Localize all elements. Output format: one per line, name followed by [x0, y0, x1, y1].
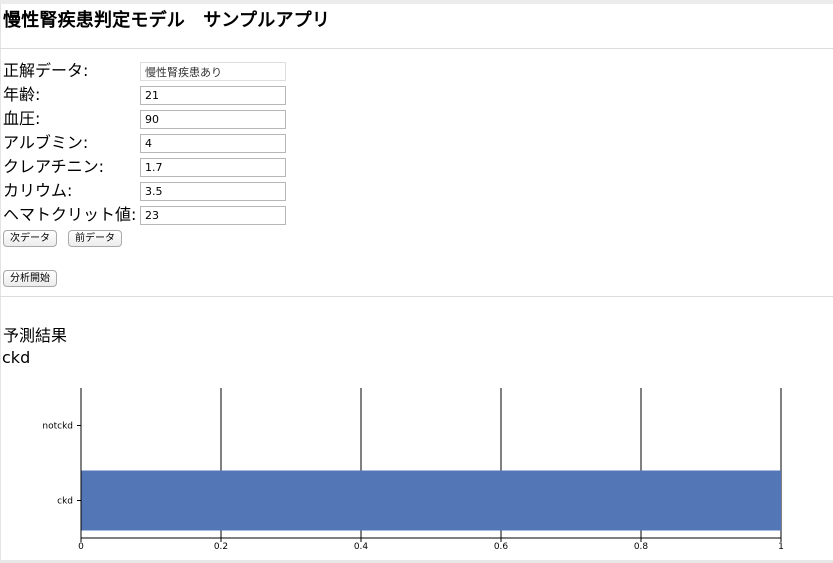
albumin-input[interactable] — [140, 134, 286, 153]
creatinine-input[interactable] — [140, 158, 286, 177]
label-age: 年齢: — [3, 85, 41, 104]
x-tick-label-1: 1 — [778, 542, 784, 552]
x-tick-label-0.4: 0.4 — [354, 542, 369, 552]
x-tick-label-0.2: 0.2 — [214, 542, 228, 552]
prediction-bar-chart: notckd ckd 0 0.2 0.4 0.6 0.8 1 — [42, 388, 784, 552]
x-tick-label-0: 0 — [78, 542, 84, 552]
prev-data-button[interactable]: 前データ — [68, 230, 122, 247]
bar-ckd — [81, 470, 781, 531]
analyze-button[interactable]: 分析開始 — [3, 270, 57, 287]
label-albumin: アルブミン: — [3, 133, 89, 152]
age-input[interactable] — [140, 86, 286, 105]
label-correct-data: 正解データ: — [3, 61, 89, 80]
label-blood-pressure: 血圧: — [3, 109, 41, 128]
x-tick-label-0.8: 0.8 — [634, 542, 649, 552]
window-bottom-strip — [0, 560, 833, 563]
chart-bars — [81, 470, 781, 531]
result-value: ckd — [2, 348, 31, 367]
page-left-border — [0, 4, 1, 563]
hematocrit-input[interactable] — [140, 206, 286, 225]
y-tick-label-notckd: notckd — [42, 422, 73, 432]
next-data-button[interactable]: 次データ — [3, 230, 57, 247]
x-tick-label-0.6: 0.6 — [494, 542, 509, 552]
label-potassium: カリウム: — [3, 181, 73, 200]
window-top-strip — [0, 0, 833, 4]
divider-top — [0, 48, 833, 49]
blood-pressure-input[interactable] — [140, 110, 286, 129]
label-hematocrit: ヘマトクリット値: — [3, 205, 137, 224]
chart-y-axis: notckd ckd — [42, 388, 82, 538]
y-tick-label-ckd: ckd — [57, 497, 73, 507]
potassium-input[interactable] — [140, 182, 286, 201]
result-heading: 予測結果 — [3, 326, 68, 345]
divider-middle — [0, 296, 833, 297]
correct-data-field — [140, 62, 286, 81]
page-title: 慢性腎疾患判定モデル サンプルアプリ — [3, 10, 331, 31]
chart-x-axis: 0 0.2 0.4 0.6 0.8 1 — [78, 537, 784, 552]
label-creatinine: クレアチニン: — [3, 157, 105, 176]
